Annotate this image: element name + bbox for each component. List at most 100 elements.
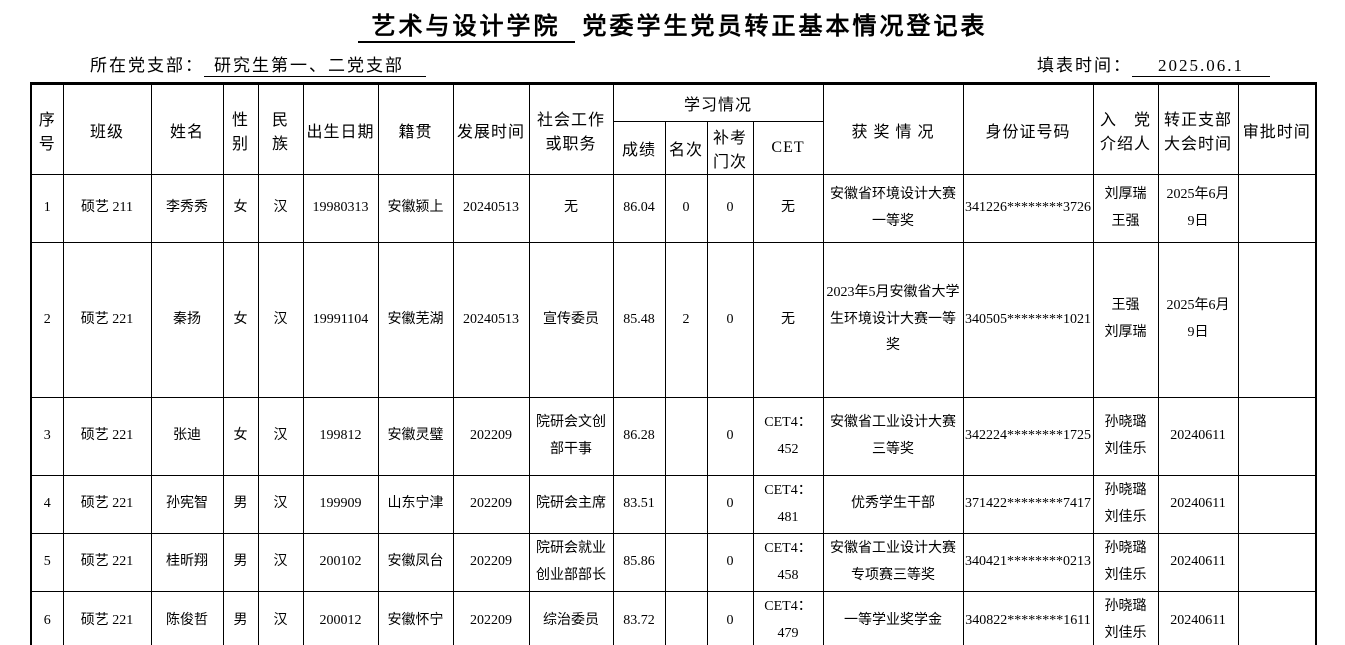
cell-seq: 2 (30, 242, 64, 398)
cell-id: 340505********1021 (962, 242, 1094, 398)
cell-develop: 20240513 (452, 242, 530, 398)
header-birth: 出生日期 (302, 83, 379, 175)
cell-origin: 安徽芜湖 (377, 242, 454, 398)
cell-meeting: 20240611 (1157, 397, 1239, 476)
header-name: 姓名 (150, 83, 224, 175)
cell-gender: 女 (222, 242, 259, 398)
cell-id: 340822********1611 (962, 591, 1094, 645)
cell-score: 86.04 (612, 174, 666, 243)
cell-ethnic: 汉 (257, 242, 304, 398)
fill-date-value: 2025.06.1 (1132, 56, 1270, 77)
header-ethnic: 民 族 (257, 83, 304, 175)
cell-makeup: 0 (706, 242, 754, 398)
cell-intro: 孙晓璐 刘佳乐 (1092, 397, 1159, 476)
cell-seq: 5 (30, 533, 64, 593)
cell-intro: 孙晓璐 刘佳乐 (1092, 474, 1159, 535)
header-approval: 审批时间 (1237, 83, 1317, 175)
cell-birth: 199909 (302, 474, 379, 535)
cell-origin: 安徽凤台 (377, 533, 454, 593)
cell-seq: 1 (30, 174, 64, 243)
header-study-group: 学习情况 (612, 83, 824, 122)
cell-score: 83.72 (612, 591, 666, 645)
cell-social: 院研会文创部干事 (528, 397, 614, 476)
title-text: 党委学生党员转正基本情况登记表 (582, 14, 988, 40)
table-row: 4 硕艺 221 孙宪智男汉 199909 山东宁津 202209 院研会主席 83.51 0 C… (30, 474, 1317, 535)
table-row: 5 硕艺 221 桂昕翔男汉 200102 安徽凤台 202209 院研会就业创业部部长 85… (30, 533, 1317, 593)
header-id: 身份证号码 (962, 83, 1094, 175)
cell-class: 硕艺 221 (62, 242, 152, 398)
cell-gender: 女 (222, 174, 259, 243)
cell-ethnic: 汉 (257, 591, 304, 645)
cell-makeup: 0 (706, 174, 754, 243)
header-gender: 性 别 (222, 83, 259, 175)
cell-id: 341226********3726 (962, 174, 1094, 243)
cell-score: 86.28 (612, 397, 666, 476)
cell-birth: 200102 (302, 533, 379, 593)
cell-rank (664, 533, 708, 593)
header-develop: 发展时间 (452, 83, 530, 175)
cell-meeting: 2025年6月 9日 (1157, 242, 1239, 398)
cell-approval (1237, 397, 1317, 476)
cell-cet: CET4：481 (752, 474, 824, 535)
cell-id: 340421********0213 (962, 533, 1094, 593)
cell-name: 张迪 (150, 397, 224, 476)
cell-class: 硕艺 221 (62, 533, 152, 593)
header-row-top: 序 号 班级 姓名 性 别 民 族 出生日期 籍贯 发展时间 社会工作 或职务 … (30, 83, 1317, 175)
page-title: 艺术与设计学院 党委学生党员转正基本情况登记表 (0, 6, 1345, 43)
cell-id: 342224********1725 (962, 397, 1094, 476)
table-row: 1 硕艺 211 李秀秀女汉 19980313 安徽颍上 20240513 无 86.04 0 0… (30, 174, 1317, 243)
header-rank: 名次 (664, 121, 708, 175)
cell-seq: 6 (30, 591, 64, 645)
cell-origin: 山东宁津 (377, 474, 454, 535)
header-row-sub: 成绩 名次 补考 门次 CET (31, 121, 1316, 175)
cell-award: 安徽省工业设计大赛三等奖 (822, 397, 964, 476)
cell-name: 桂昕翔 (150, 533, 224, 593)
cell-class: 硕艺 221 (62, 397, 152, 476)
cell-ethnic: 汉 (257, 533, 304, 593)
cell-cet: CET4： 479 (752, 591, 824, 645)
cell-id: 371422********7417 (962, 474, 1094, 535)
cell-makeup: 0 (706, 533, 754, 593)
cell-name: 李秀秀 (150, 174, 224, 243)
cell-social: 宣传委员 (528, 242, 614, 398)
cell-intro: 刘厚瑞 王强 (1092, 174, 1159, 243)
cell-birth: 19991104 (302, 242, 379, 398)
cell-develop: 202209 (452, 533, 530, 593)
header-makeup: 补考 门次 (706, 121, 754, 175)
cell-meeting: 20240611 (1157, 533, 1239, 593)
header-social: 社会工作 或职务 (528, 83, 614, 175)
cell-origin: 安徽灵璧 (377, 397, 454, 476)
cell-gender: 男 (222, 591, 259, 645)
cell-approval (1237, 474, 1317, 535)
header-award: 获 奖 情 况 (822, 83, 964, 175)
cell-rank: 2 (664, 242, 708, 398)
cell-birth: 200012 (302, 591, 379, 645)
cell-name: 秦扬 (150, 242, 224, 398)
cell-origin: 安徽怀宁 (377, 591, 454, 645)
cell-social: 无 (528, 174, 614, 243)
registration-table: 序 号 班级 姓名 性 别 民 族 出生日期 籍贯 发展时间 社会工作 或职务 … (30, 82, 1318, 645)
cell-name: 陈俊哲 (150, 591, 224, 645)
cell-meeting: 2025年6月 9日 (1157, 174, 1239, 243)
cell-makeup: 0 (706, 474, 754, 535)
cell-cet: CET4：458 (752, 533, 824, 593)
cell-origin: 安徽颍上 (377, 174, 454, 243)
cell-meeting: 20240611 (1157, 591, 1239, 645)
cell-ethnic: 汉 (257, 474, 304, 535)
cell-social: 院研会主席 (528, 474, 614, 535)
fill-date-label: 填表时间： (1037, 56, 1132, 75)
cell-intro: 孙晓璐 刘佳乐 (1092, 591, 1159, 645)
info-line: 所在党支部： 研究生第一、二党支部 填表时间： 2025.06.1 (90, 51, 1270, 77)
cell-rank (664, 474, 708, 535)
cell-award: 优秀学生干部 (822, 474, 964, 535)
header-score: 成绩 (612, 121, 666, 175)
fill-date-field: 填表时间： 2025.06.1 (1037, 51, 1270, 77)
cell-ethnic: 汉 (257, 397, 304, 476)
header-class: 班级 (62, 83, 152, 175)
registration-form-page: 艺术与设计学院 党委学生党员转正基本情况登记表 所在党支部： 研究生第一、二党支部 … (0, 6, 1345, 645)
cell-approval (1237, 174, 1317, 243)
cell-award: 一等学业奖学金 (822, 591, 964, 645)
cell-cet: 无 (752, 242, 824, 398)
header-origin: 籍贯 (377, 83, 454, 175)
cell-gender: 女 (222, 397, 259, 476)
